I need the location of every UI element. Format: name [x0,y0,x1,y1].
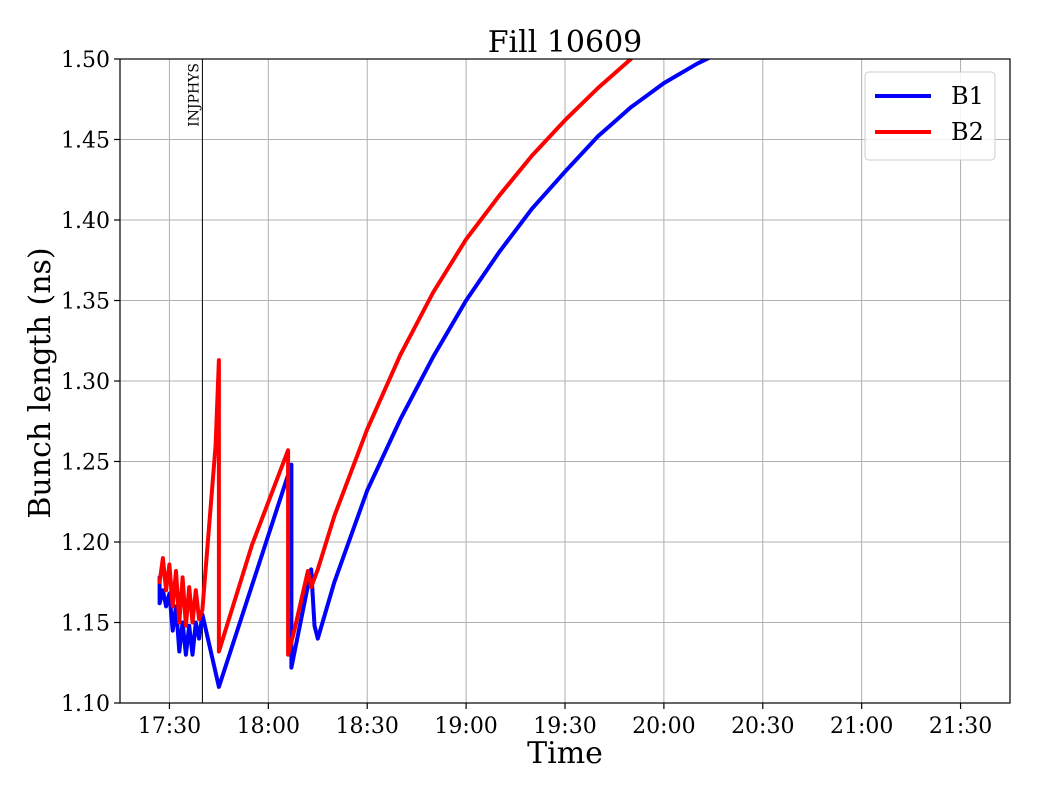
x-tick-label: 21:30 [929,714,992,739]
x-axis-title: Time [527,736,603,771]
series-lines [157,59,712,689]
y-tick-label: 1.30 [61,370,110,395]
chart-title: Fill 10609 [488,25,643,60]
series-line-b2 [157,59,633,657]
injphys-marker-label: INJPHYS [186,63,202,127]
y-tick-label: 1.35 [61,290,110,315]
legend-label-b1: B1 [951,82,984,110]
y-tick-label: 1.10 [61,692,110,717]
y-axis-ticks: 1.10 1.15 1.20 1.25 1.30 1.35 1.40 1.45 1.50 [61,48,120,717]
x-tick-label: 20:30 [731,714,794,739]
x-tick-label: 17:30 [138,714,201,739]
x-tick-label: 19:00 [434,714,497,739]
x-tick-label: 21:00 [830,714,893,739]
y-tick-label: 1.45 [61,129,110,154]
x-tick-label: 20:00 [632,714,695,739]
x-axis-ticks: 17:30 18:00 18:30 19:00 19:30 20:00 20:30 21:00… [138,703,992,739]
y-tick-label: 1.50 [61,48,110,73]
series-line-b1 [157,59,712,689]
y-tick-label: 1.25 [61,451,110,476]
y-axis-title: Bunch length (ns) [23,247,58,518]
x-tick-label: 18:30 [336,714,399,739]
legend-label-b2: B2 [951,118,984,146]
x-tick-label: 19:30 [533,714,596,739]
y-tick-label: 1.15 [61,612,110,637]
x-tick-label: 18:00 [237,714,300,739]
y-tick-label: 1.40 [61,209,110,234]
y-tick-label: 1.20 [61,531,110,556]
